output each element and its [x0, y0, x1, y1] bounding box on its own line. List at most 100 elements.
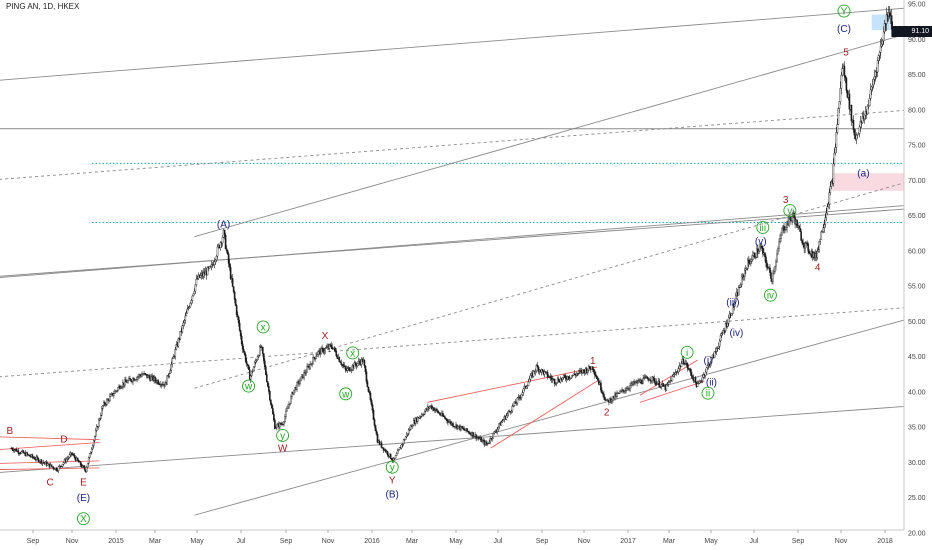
candle-body: [879, 45, 882, 53]
candle-body: [28, 454, 31, 457]
candle-body: [877, 55, 880, 61]
candle-body: [168, 373, 171, 377]
candle-body: [515, 402, 518, 404]
candle-body: [492, 433, 495, 439]
candle-body: [291, 392, 293, 397]
candle-body: [279, 422, 281, 428]
candle-body: [91, 445, 94, 450]
x-tick-label: Nov: [66, 538, 79, 545]
candle-body: [603, 393, 605, 398]
candle-body: [778, 241, 780, 249]
candle-body: [32, 456, 35, 459]
candle-body: [33, 457, 36, 460]
candle-body: [881, 40, 884, 45]
candle-body: [436, 408, 438, 411]
candle-body: [293, 389, 295, 395]
candle-body: [137, 376, 139, 378]
candle-body: [62, 462, 65, 465]
candle-body: [71, 453, 74, 455]
candle-body: [694, 377, 697, 383]
candle-body: [700, 380, 703, 382]
wave-label: (C): [837, 24, 851, 35]
wave-label: w: [341, 389, 350, 400]
candle-body: [375, 430, 378, 435]
candle-body: [751, 259, 753, 262]
candle-body: [317, 351, 319, 355]
x-tick-label: Mar: [663, 538, 676, 545]
candle-body: [374, 425, 377, 432]
candle-body: [97, 419, 100, 427]
candle-body: [335, 351, 338, 356]
candle-body: [36, 456, 39, 459]
candle-body: [872, 79, 875, 86]
candle-body: [772, 272, 774, 282]
candle-body: [93, 435, 96, 441]
candle-body: [263, 353, 265, 362]
candle-body: [409, 425, 412, 430]
candle-body: [95, 426, 98, 431]
candle-body: [696, 383, 699, 387]
candle-body: [537, 366, 540, 372]
candle-body: [173, 356, 176, 358]
candle-body: [184, 315, 187, 321]
candle-body: [837, 108, 840, 125]
candle-body: [791, 216, 793, 221]
candle-body: [496, 428, 499, 432]
candle-body: [425, 408, 427, 412]
candle-body: [265, 366, 267, 375]
trend-line: [0, 436, 100, 441]
candle-body: [270, 399, 272, 405]
candle-body: [250, 370, 253, 376]
candle-body: [650, 380, 653, 382]
candle-body: [83, 467, 86, 471]
candle-body: [722, 330, 725, 334]
candle-body: [334, 347, 337, 352]
candle-body: [589, 365, 591, 369]
wave-label: iv: [767, 291, 774, 302]
candle-body: [750, 261, 752, 265]
candle-body: [437, 410, 439, 413]
candle-body: [206, 267, 209, 276]
candle-body: [104, 402, 106, 405]
trend-line: [639, 359, 698, 396]
candle-body: [527, 381, 530, 386]
candle-body: [312, 356, 314, 365]
candle-body: [210, 264, 213, 267]
candle-body: [578, 370, 581, 372]
candle-body: [394, 455, 397, 459]
candle-body: [79, 461, 82, 466]
candle-body: [799, 228, 801, 232]
candle-body: [365, 371, 368, 382]
candle-body: [600, 382, 602, 391]
candle-body: [187, 307, 190, 310]
candle-body: [765, 256, 767, 264]
candle-body: [26, 452, 29, 455]
candle-body: [505, 415, 508, 420]
candle-body: [747, 259, 749, 269]
candle-body: [271, 404, 273, 409]
candle-body: [555, 382, 558, 384]
candle-body: [191, 295, 194, 301]
candle-body: [690, 372, 693, 377]
candle-body: [620, 390, 622, 392]
candle-body: [868, 98, 871, 107]
candle-body: [212, 264, 215, 266]
candle-body: [521, 392, 524, 396]
candle-body: [662, 383, 665, 387]
candle-body: [581, 369, 584, 373]
candle-body: [721, 332, 724, 334]
candle-body: [823, 224, 826, 229]
candle-body: [348, 367, 351, 372]
candle-body: [718, 340, 721, 347]
candle-body: [852, 120, 855, 131]
candle-body: [239, 330, 242, 337]
wave-label: v: [787, 206, 792, 217]
candle-body: [467, 430, 469, 433]
candle-body: [223, 229, 226, 236]
candle-body: [671, 376, 674, 382]
candle-body: [401, 443, 404, 445]
candle-body: [501, 420, 504, 423]
candle-body: [516, 397, 519, 404]
